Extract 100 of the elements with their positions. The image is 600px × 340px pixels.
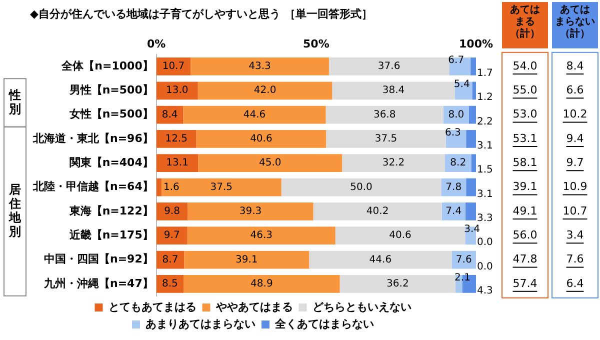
text: 49.1: [512, 204, 538, 218]
text: 53.0: [512, 108, 538, 121]
data-label: 10.7: [162, 61, 185, 72]
data-label: 40.6: [389, 230, 412, 242]
bar: [156, 178, 162, 196]
bar: [198, 82, 332, 100]
text: 10.7: [562, 204, 588, 218]
data-label: 4.3: [477, 286, 493, 297]
data-label: 39.3: [239, 206, 262, 218]
data-label: 40.6: [250, 134, 272, 145]
data-label: 3.3: [477, 213, 493, 224]
text: 55.0: [512, 84, 538, 96]
data-label: 37.6: [378, 61, 400, 72]
data-label: 9.8: [164, 206, 180, 218]
legend-label: どちらともいえない: [312, 300, 412, 314]
text: 58.1: [512, 156, 538, 169]
data-label: 40.2: [366, 206, 389, 218]
bar: [184, 250, 310, 269]
y-tick-label: 北海道・東北【n=96】: [32, 132, 154, 145]
y-tick-label: 九州・沖縄【n=47】: [42, 276, 154, 290]
x-tick-label: 0%: [147, 38, 166, 51]
bar: [332, 82, 455, 100]
text: 9.7: [566, 156, 584, 169]
data-label: 6.3: [444, 128, 461, 139]
bar: [309, 250, 452, 269]
data-label: 3.1: [477, 188, 493, 200]
data-label: 36.2: [386, 278, 409, 290]
data-label: 7.8: [446, 182, 462, 193]
data-label: 5.4: [454, 79, 470, 90]
x-tick-label: 50%: [303, 38, 330, 51]
y-tick-label: 近畿【n=175】: [68, 228, 154, 242]
data-label: 7.6: [456, 254, 472, 266]
bar: [465, 202, 476, 220]
text: 8.4: [566, 59, 584, 72]
data-label: 0.0: [477, 261, 493, 272]
bar: [156, 154, 198, 172]
data-label: 8.4: [162, 109, 178, 120]
data-label: 8.7: [162, 254, 178, 266]
text: 9.4: [566, 132, 584, 145]
data-label: 7.4: [446, 206, 462, 218]
text: 3.4: [566, 228, 584, 242]
y-tick-label: 関東【n=404】: [69, 156, 154, 169]
y-tick-label: 男性【n=500】: [68, 84, 154, 96]
bar: [156, 226, 188, 245]
bar: [342, 154, 445, 172]
bar: [471, 154, 476, 172]
bar: [468, 106, 476, 124]
data-label: 8.5: [162, 278, 178, 290]
bar: [449, 58, 471, 76]
text: あてはまらない（計）: [555, 4, 595, 40]
bar: [328, 58, 450, 76]
bar: [156, 82, 198, 100]
data-label: 1.2: [477, 92, 493, 104]
data-label: 45.0: [259, 158, 282, 169]
bar: [326, 130, 446, 148]
bar: [190, 58, 329, 76]
data-label: 12.5: [165, 134, 188, 145]
data-label: 3.1: [477, 140, 493, 152]
bar: [466, 130, 476, 148]
bar: [446, 130, 466, 148]
bar: [472, 82, 476, 100]
data-label: 36.8: [373, 109, 396, 120]
y-tick-label: 中国・四国【n=92】: [44, 252, 154, 266]
data-label: 13.1: [166, 158, 188, 169]
data-label: 2.1: [454, 272, 470, 284]
data-label: 2.2: [477, 116, 493, 128]
text: 6.6: [566, 84, 584, 96]
data-label: 8.0: [448, 109, 464, 120]
data-label: 44.6: [243, 109, 266, 120]
bar: [188, 202, 314, 220]
text: 10.9: [562, 180, 588, 194]
bar: [466, 178, 476, 196]
bar: [281, 178, 442, 196]
data-label: 50.0: [350, 182, 372, 193]
text: 7.6: [566, 252, 584, 266]
bar: [313, 202, 442, 220]
bar: [156, 130, 196, 148]
data-label: 48.9: [250, 278, 273, 290]
text: 39.1: [512, 180, 538, 194]
legend-label: とてもあてまはる: [108, 300, 196, 314]
data-label: 0.0: [477, 237, 493, 248]
data-label: 6.7: [448, 55, 464, 66]
text: 47.8: [512, 252, 538, 266]
bar: [335, 226, 466, 245]
text: 居住地別: [8, 182, 22, 239]
data-label: 9.7: [164, 230, 180, 242]
legend-label: ややあてはまる: [214, 300, 293, 314]
data-label: 8.2: [450, 158, 466, 169]
x-tick-label: 100%: [459, 38, 493, 51]
bar: [340, 274, 456, 293]
chart-title: ◆自分が住んでいる地域は子育てがしやすいと思う ［単一回答形式］: [30, 7, 372, 20]
text: 10.2: [562, 108, 588, 121]
bar: [187, 226, 336, 245]
data-label: 43.3: [248, 61, 271, 72]
legend-label: 全くあてはまらない: [274, 317, 374, 330]
legend-label: あまりあてはまらない: [146, 317, 256, 330]
bar: [183, 106, 326, 124]
data-label: 37.5: [210, 182, 233, 193]
data-label: 46.3: [250, 230, 272, 242]
text: 57.4: [512, 276, 538, 290]
